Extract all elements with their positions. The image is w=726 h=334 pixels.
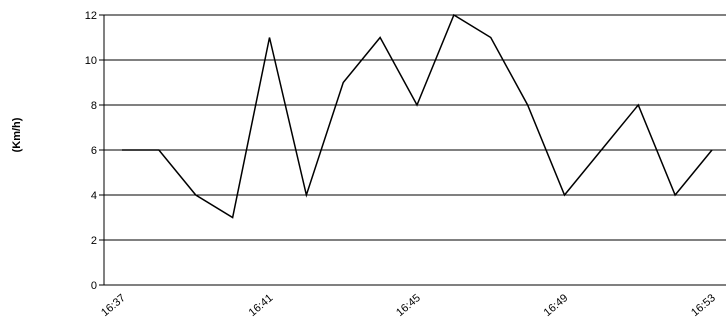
series-line [122, 15, 712, 218]
y-tick-label: 4 [91, 190, 97, 202]
x-tick-label: 16:53 [689, 292, 718, 319]
y-tick-label: 12 [85, 10, 97, 22]
grid-lines [104, 15, 726, 240]
y-tick-labels: 0 2 4 6 8 10 12 [85, 10, 97, 292]
x-tick-labels: 16:37 16:41 16:45 16:49 16:53 [99, 292, 718, 319]
series-group [122, 15, 712, 218]
y-tick-label: 8 [91, 100, 97, 112]
x-tick-label: 16:45 [394, 292, 423, 319]
y-axis-label: (Km/h) [11, 117, 23, 152]
y-tick-label: 6 [91, 145, 97, 157]
x-tick-label: 16:37 [99, 292, 128, 319]
x-tick-label: 16:41 [247, 292, 276, 319]
x-tick-label: 16:49 [542, 292, 571, 319]
y-tick-label: 0 [91, 280, 97, 292]
y-tick-label: 2 [91, 235, 97, 247]
y-tick-label: 10 [85, 55, 97, 67]
